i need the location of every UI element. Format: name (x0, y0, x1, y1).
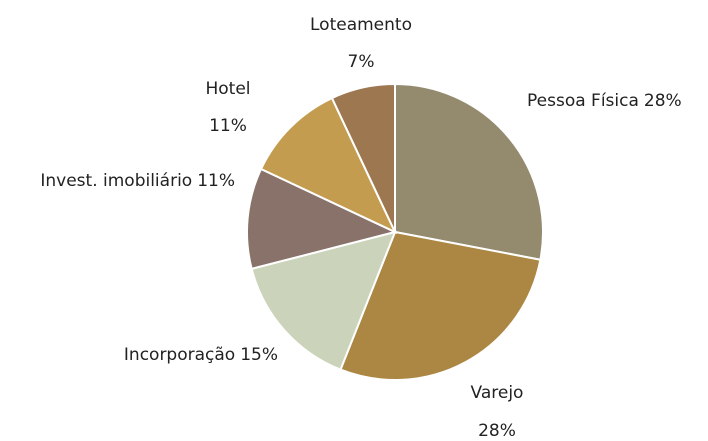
value-label: 11% (209, 116, 247, 136)
value-label: 28% (644, 91, 682, 111)
pie-slice (259, 96, 398, 235)
category-label: Pessoa Física (527, 91, 639, 111)
slice-label: Pessoa Física 28% (527, 91, 682, 111)
category-label: Incorporação (124, 345, 235, 365)
slice-label: Incorporação 15% (124, 345, 278, 365)
pie-slice (339, 230, 542, 381)
pie-slice (394, 82, 544, 261)
pie-slice (330, 82, 396, 233)
pie-slice (246, 167, 398, 271)
category-label: Hotel (205, 79, 250, 99)
value-label: 11% (197, 171, 235, 191)
category-label: Varejo (471, 383, 524, 403)
pie-slice (250, 230, 397, 371)
category-label: Invest. imobiliário (40, 171, 192, 191)
value-label: 28% (478, 421, 516, 441)
slice-label: Invest. imobiliário 11% (40, 171, 235, 191)
value-label: 7% (348, 52, 375, 72)
value-label: 15% (240, 345, 278, 365)
category-label: Loteamento (310, 15, 412, 35)
